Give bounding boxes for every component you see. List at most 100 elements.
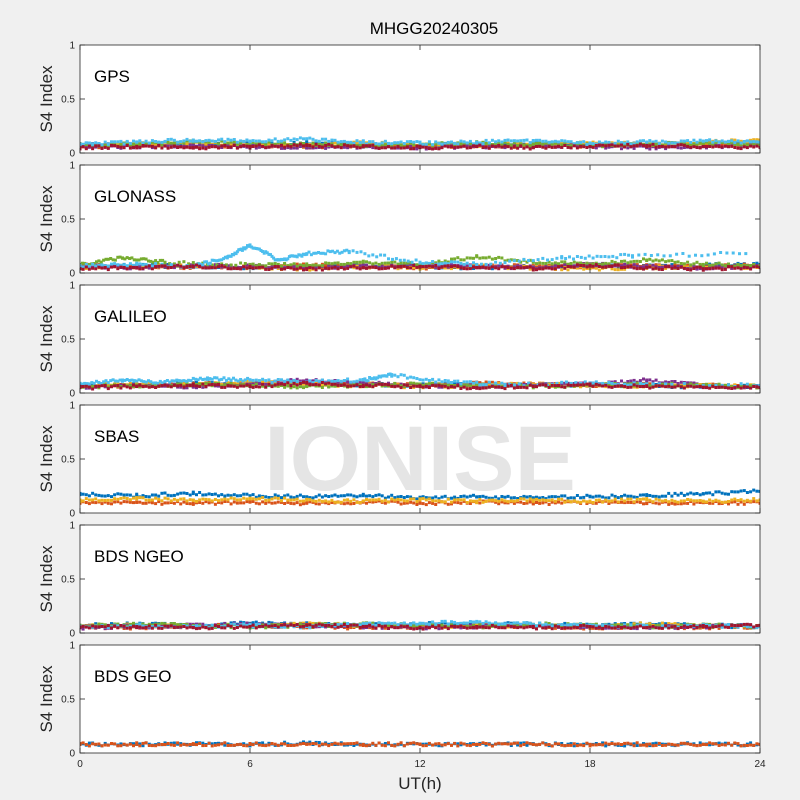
data-point [668, 254, 672, 258]
data-point [276, 382, 280, 386]
data-point [610, 264, 614, 268]
data-point [324, 264, 328, 268]
data-point [104, 379, 108, 383]
data-point [141, 267, 145, 271]
data-point [409, 266, 413, 270]
data-point [623, 252, 627, 256]
data-point [475, 386, 479, 390]
data-point [267, 252, 271, 256]
data-point [610, 259, 614, 263]
data-point [156, 261, 160, 264]
data-point [201, 378, 205, 381]
data-point [217, 378, 221, 382]
data-point [176, 382, 180, 386]
data-point [607, 143, 611, 147]
data-point [503, 387, 507, 391]
data-point [585, 146, 589, 149]
data-point [261, 380, 265, 384]
data-point [320, 141, 324, 145]
data-point [421, 385, 425, 389]
data-point [128, 141, 132, 145]
data-point [132, 265, 135, 269]
data-point [264, 379, 268, 383]
marks-group [80, 372, 760, 391]
data-point [749, 264, 753, 267]
data-point [187, 262, 191, 266]
data-point [393, 381, 397, 385]
data-point [106, 146, 110, 150]
data-point [182, 144, 186, 148]
data-point [610, 143, 614, 147]
data-point [229, 378, 233, 382]
data-point [446, 262, 450, 266]
data-point [311, 381, 315, 385]
data-point [487, 266, 491, 270]
data-point [613, 144, 617, 148]
data-point [601, 384, 605, 388]
data-point [239, 494, 243, 498]
data-point [305, 263, 309, 267]
data-point [283, 141, 287, 145]
data-point [604, 383, 608, 387]
data-point [572, 257, 575, 261]
data-point [484, 138, 488, 142]
data-point [336, 142, 340, 146]
data-point [645, 385, 649, 388]
data-point [560, 139, 564, 143]
data-point [168, 262, 172, 266]
data-point [711, 140, 715, 144]
data-point [210, 258, 214, 262]
data-point [645, 143, 649, 147]
data-point [527, 259, 531, 262]
data-point [421, 262, 425, 266]
data-point [289, 146, 293, 150]
data-point [207, 266, 211, 270]
data-point [657, 259, 661, 263]
data-point [648, 265, 652, 269]
data-point [626, 385, 630, 389]
data-point [100, 144, 104, 148]
data-point [333, 261, 337, 265]
data-point [472, 381, 475, 385]
data-point [538, 261, 542, 265]
panel-label: GLONASS [94, 187, 176, 206]
data-point [679, 264, 683, 268]
data-point [440, 384, 444, 388]
data-point [314, 378, 318, 382]
data-point [374, 142, 378, 145]
data-point [670, 382, 674, 386]
data-point [468, 142, 472, 146]
data-point [311, 141, 315, 145]
data-point [314, 251, 318, 255]
data-point [560, 260, 564, 264]
data-point [733, 141, 737, 145]
data-point [283, 257, 287, 261]
data-point [163, 383, 167, 387]
data-point [234, 263, 238, 267]
data-point [339, 383, 343, 387]
data-point [687, 254, 691, 258]
data-point [613, 260, 617, 264]
data-point [651, 267, 655, 271]
data-point [346, 380, 350, 384]
data-point [312, 251, 316, 255]
data-point [484, 143, 488, 147]
data-point [731, 251, 735, 255]
data-point [431, 377, 435, 381]
data-point [236, 379, 240, 383]
data-point [487, 383, 491, 387]
data-point [475, 383, 479, 387]
data-point [708, 267, 712, 271]
data-point [273, 262, 277, 265]
data-point [295, 138, 299, 142]
data-point [222, 376, 226, 380]
y-tick-label: 0 [69, 389, 75, 400]
data-point [161, 258, 165, 262]
data-point [667, 380, 671, 384]
data-point [462, 385, 466, 389]
data-point [110, 385, 113, 389]
data-point [235, 494, 239, 498]
data-point [456, 256, 460, 260]
data-point [305, 143, 309, 147]
data-point [487, 144, 491, 148]
